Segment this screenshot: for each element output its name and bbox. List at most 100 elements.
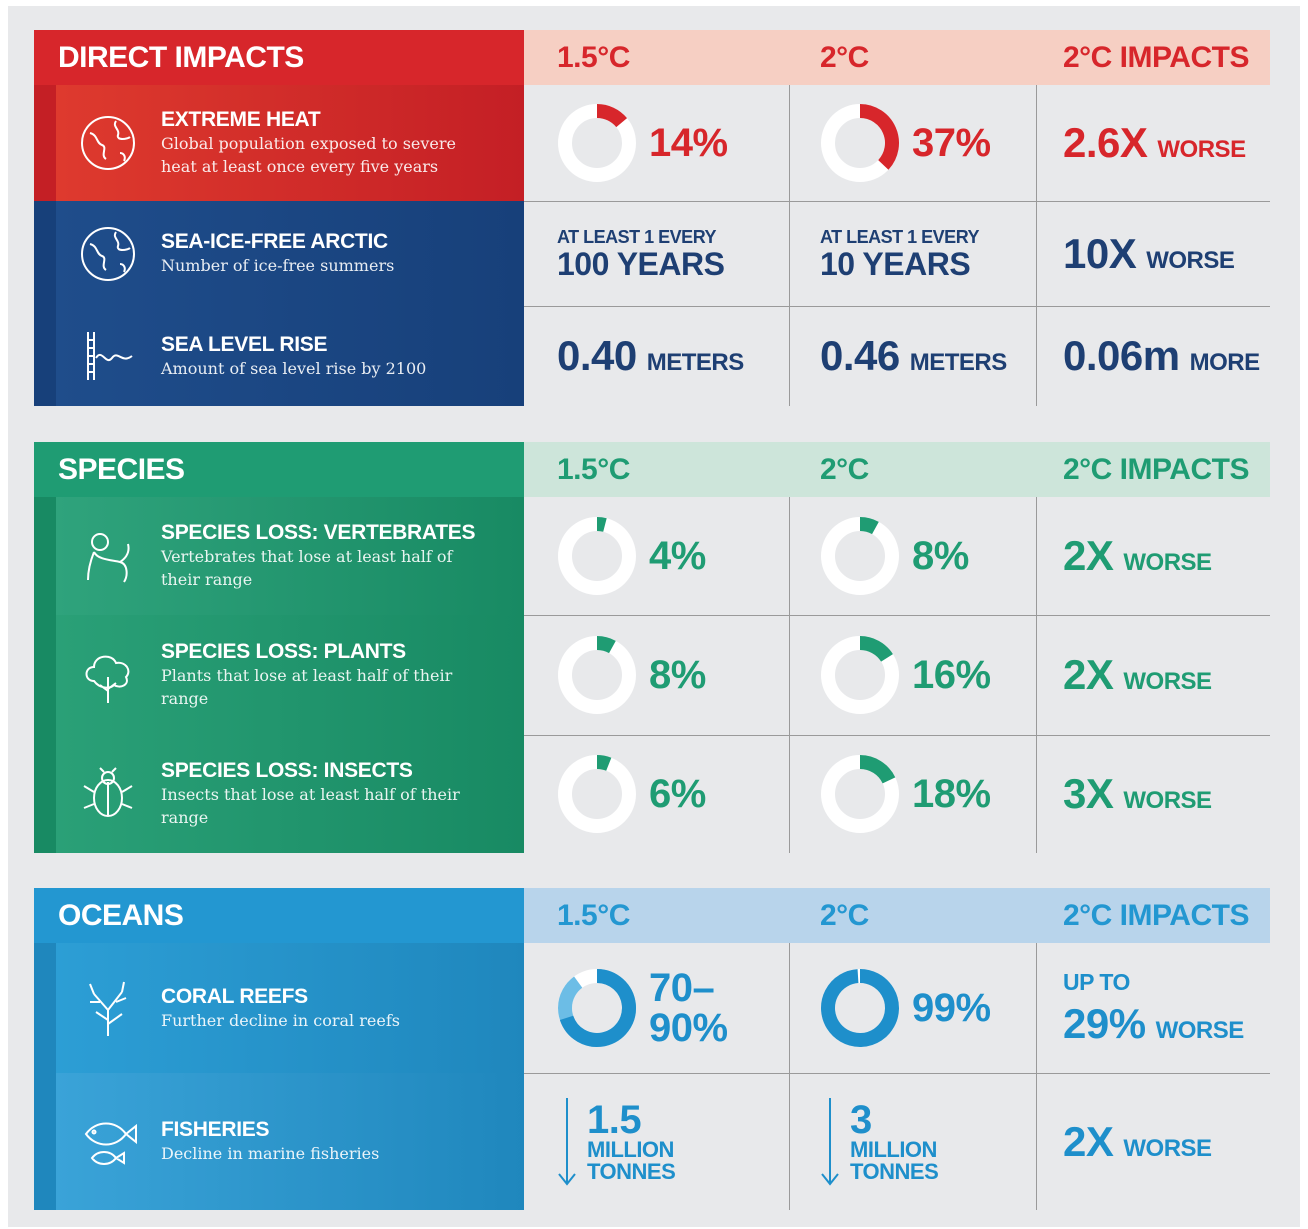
header-band xyxy=(524,30,1270,85)
icon-part xyxy=(81,226,135,281)
icon-part xyxy=(89,120,131,162)
row-separator xyxy=(524,306,1270,307)
value-line: 2X WORSE xyxy=(1063,532,1212,580)
cell: 10X WORSE xyxy=(1063,201,1270,306)
value-stack: 2X WORSE xyxy=(1063,532,1212,580)
column-divider xyxy=(789,306,790,406)
row-separator xyxy=(524,1073,1270,1074)
donut-arc xyxy=(859,517,879,535)
value-label: 6% xyxy=(649,772,706,816)
donut xyxy=(821,969,899,1047)
value-main: 0.40 xyxy=(557,332,637,379)
donut xyxy=(821,636,899,714)
cell: 0.40 METERS xyxy=(557,306,789,406)
down-arrow xyxy=(821,1097,839,1186)
cell: 70–90% xyxy=(557,943,789,1073)
row-separator xyxy=(524,735,1270,736)
donut-arc xyxy=(859,755,896,784)
column-divider xyxy=(1036,615,1037,735)
value-label: 99% xyxy=(912,986,991,1030)
value-line: 0.46 METERS xyxy=(820,332,1007,380)
value-stack: 3 MILLION TONNES xyxy=(850,1100,950,1184)
value-prefix: AT LEAST 1 EVERY xyxy=(820,227,980,247)
value-label: 37% xyxy=(912,121,991,165)
value-unit: MILLION TONNES xyxy=(850,1136,939,1184)
row-icon xyxy=(84,1122,137,1165)
value-label: 4% xyxy=(649,534,706,578)
row-bg xyxy=(56,497,524,615)
row-text: EXTREME HEAT Global population exposed to… xyxy=(161,85,481,201)
value-stack: 10X WORSE xyxy=(1063,230,1235,278)
row-title: SPECIES LOSS: INSECTS xyxy=(161,759,413,782)
column-divider xyxy=(1036,1073,1037,1210)
column-header: 2°C xyxy=(820,40,869,74)
row-icon xyxy=(87,533,130,583)
cell: 1.5 MILLION TONNES xyxy=(557,1073,789,1210)
value-line: 3X WORSE xyxy=(1063,770,1212,818)
row-bg xyxy=(56,615,524,735)
row-separator xyxy=(524,615,1270,616)
row-icon xyxy=(81,226,135,281)
value-main: 2X xyxy=(1063,1117,1114,1165)
icon-part xyxy=(81,116,135,170)
cell: AT LEAST 1 EVERY 100 YEARS xyxy=(557,201,789,306)
row-strip xyxy=(34,85,56,201)
value-stack: AT LEAST 1 EVERY 10 YEARS xyxy=(820,227,980,280)
cell: AT LEAST 1 EVERY 10 YEARS xyxy=(820,201,1036,306)
cell: 3X WORSE xyxy=(1063,735,1270,853)
column-divider xyxy=(789,497,790,615)
value-label: 8% xyxy=(649,653,706,697)
cell: 0.46 METERS xyxy=(820,306,1036,406)
row-title: FISHERIES xyxy=(161,1118,270,1141)
value-suffix: WORSE xyxy=(1123,549,1212,576)
cell: UP TO 29% WORSE xyxy=(1063,943,1270,1073)
value-stack: 1.5 MILLION TONNES xyxy=(587,1097,687,1183)
down-arrow xyxy=(558,1097,576,1186)
donut-arc xyxy=(859,104,899,170)
row-description: Further decline in coral reefs xyxy=(161,1010,400,1030)
column-divider xyxy=(1036,943,1037,1073)
icon-part xyxy=(83,767,133,816)
row-description: Number of ice-free summers xyxy=(161,256,395,275)
arrow-shape xyxy=(558,1097,576,1186)
value-label: 14% xyxy=(649,121,728,165)
column-header: 2°C IMPACTS xyxy=(1063,452,1249,486)
row-strip xyxy=(34,1073,56,1210)
value-line: 2X WORSE xyxy=(1063,651,1212,699)
value-main: 1.5 xyxy=(587,1097,642,1142)
row-description: Global population exposed to severe heat… xyxy=(161,134,456,176)
row-title: EXTREME HEAT xyxy=(161,108,321,131)
value-suffix: MORE xyxy=(1189,349,1261,376)
header-band xyxy=(524,442,1270,497)
row-description: Decline in marine fisheries xyxy=(161,1144,380,1163)
column-divider xyxy=(789,615,790,735)
value-suffix: WORSE xyxy=(1123,1134,1212,1162)
donut-arc xyxy=(859,636,893,662)
icon-part xyxy=(87,332,133,380)
cell: 8% xyxy=(820,497,1036,615)
donut xyxy=(558,517,636,595)
cell: 14% xyxy=(557,85,789,201)
donut-arc xyxy=(596,517,607,532)
row-description: Insects that lose at least half of their… xyxy=(161,785,460,827)
donut-track xyxy=(558,517,636,595)
row-text: FISHERIES Decline in marine fisheries xyxy=(161,1073,481,1210)
icon-part xyxy=(84,1122,137,1165)
donut-arc xyxy=(596,755,612,771)
value-line: 29% WORSE xyxy=(1063,1000,1244,1048)
donut-arc xyxy=(821,969,899,1047)
donut-track xyxy=(558,755,636,833)
header-band xyxy=(524,888,1270,943)
value-suffix: WORSE xyxy=(1155,1016,1245,1044)
cell: 2.6X WORSE xyxy=(1063,85,1270,201)
section-header-bg xyxy=(34,442,524,497)
value-line: 0.40 METERS xyxy=(557,332,744,380)
cell: 2X WORSE xyxy=(1063,615,1270,735)
icon-part xyxy=(91,1129,97,1134)
value-main: 0.06m xyxy=(1063,332,1180,379)
value-main: 3X xyxy=(1063,770,1114,817)
column-header: 2°C xyxy=(820,452,869,486)
row-text: SEA LEVEL RISE Amount of sea level rise b… xyxy=(161,306,481,406)
column-divider xyxy=(789,943,790,1073)
section-title: DIRECT IMPACTS xyxy=(58,40,304,74)
